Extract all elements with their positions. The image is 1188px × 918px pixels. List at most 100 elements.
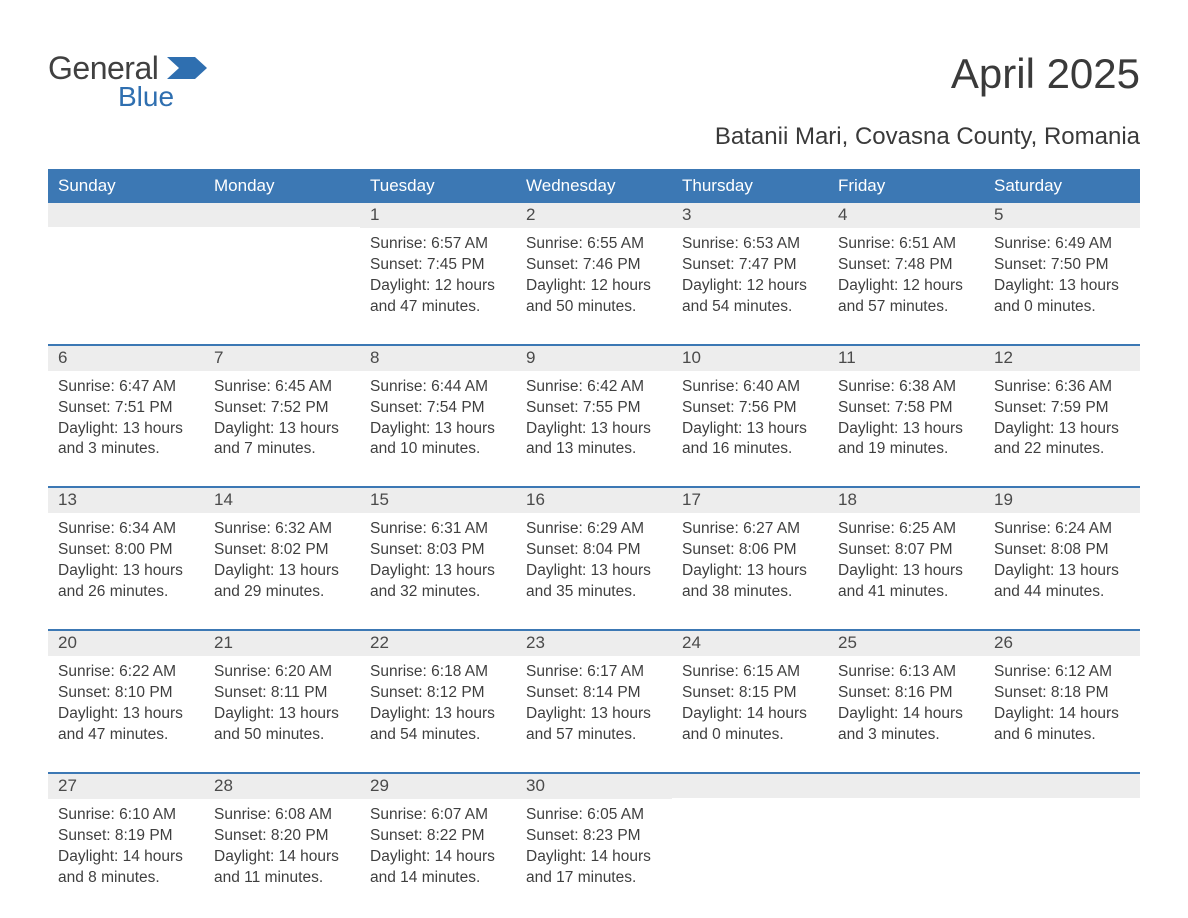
logo-word-blue: Blue <box>118 81 209 113</box>
daylight-text: Daylight: 13 hours and 13 minutes. <box>526 419 662 461</box>
daylight-text: Daylight: 13 hours and 57 minutes. <box>526 704 662 746</box>
day-details: Sunrise: 6:38 AMSunset: 7:58 PMDaylight:… <box>828 371 984 487</box>
sunset-text: Sunset: 7:52 PM <box>214 398 350 419</box>
day-details: Sunrise: 6:42 AMSunset: 7:55 PMDaylight:… <box>516 371 672 487</box>
daylight-text: Daylight: 13 hours and 54 minutes. <box>370 704 506 746</box>
day-details: Sunrise: 6:55 AMSunset: 7:46 PMDaylight:… <box>516 228 672 344</box>
day-number: 29 <box>360 774 516 799</box>
sunset-text: Sunset: 8:20 PM <box>214 826 350 847</box>
sunrise-text: Sunrise: 6:45 AM <box>214 377 350 398</box>
col-monday: Monday <box>204 169 360 203</box>
calendar-cell: 5Sunrise: 6:49 AMSunset: 7:50 PMDaylight… <box>984 203 1140 345</box>
daylight-text: Daylight: 13 hours and 19 minutes. <box>838 419 974 461</box>
calendar-cell <box>672 773 828 915</box>
sunset-text: Sunset: 7:46 PM <box>526 255 662 276</box>
day-details: Sunrise: 6:13 AMSunset: 8:16 PMDaylight:… <box>828 656 984 772</box>
day-details: Sunrise: 6:25 AMSunset: 8:07 PMDaylight:… <box>828 513 984 629</box>
sunrise-text: Sunrise: 6:36 AM <box>994 377 1130 398</box>
header-row: General Blue April 2025 <box>48 50 1140 113</box>
sunrise-text: Sunrise: 6:34 AM <box>58 519 194 540</box>
daylight-text: Daylight: 13 hours and 26 minutes. <box>58 561 194 603</box>
day-number: 24 <box>672 631 828 656</box>
sunrise-text: Sunrise: 6:51 AM <box>838 234 974 255</box>
col-saturday: Saturday <box>984 169 1140 203</box>
day-details: Sunrise: 6:07 AMSunset: 8:22 PMDaylight:… <box>360 799 516 915</box>
sunrise-text: Sunrise: 6:31 AM <box>370 519 506 540</box>
daylight-text: Daylight: 13 hours and 38 minutes. <box>682 561 818 603</box>
sunrise-text: Sunrise: 6:47 AM <box>58 377 194 398</box>
day-details: Sunrise: 6:15 AMSunset: 8:15 PMDaylight:… <box>672 656 828 772</box>
sunset-text: Sunset: 8:02 PM <box>214 540 350 561</box>
day-details <box>48 227 204 337</box>
calendar-cell: 25Sunrise: 6:13 AMSunset: 8:16 PMDayligh… <box>828 630 984 773</box>
col-thursday: Thursday <box>672 169 828 203</box>
daylight-text: Daylight: 14 hours and 11 minutes. <box>214 847 350 889</box>
calendar-cell: 28Sunrise: 6:08 AMSunset: 8:20 PMDayligh… <box>204 773 360 915</box>
daylight-text: Daylight: 12 hours and 50 minutes. <box>526 276 662 318</box>
day-details: Sunrise: 6:10 AMSunset: 8:19 PMDaylight:… <box>48 799 204 915</box>
calendar-cell <box>204 203 360 345</box>
day-details <box>984 798 1140 908</box>
calendar-cell: 13 Sunrise: 6:34 AMSunset: 8:00 PMDayligh… <box>48 487 204 630</box>
day-details: Sunrise: 6:49 AMSunset: 7:50 PMDaylight:… <box>984 228 1140 344</box>
daylight-text: Daylight: 13 hours and 3 minutes. <box>58 419 194 461</box>
calendar-cell: 17Sunrise: 6:27 AMSunset: 8:06 PMDayligh… <box>672 487 828 630</box>
daylight-text: Daylight: 13 hours and 16 minutes. <box>682 419 818 461</box>
sunrise-text: Sunrise: 6:29 AM <box>526 519 662 540</box>
sunset-text: Sunset: 8:00 PM <box>58 540 194 561</box>
day-details: Sunrise: 6:31 AMSunset: 8:03 PMDaylight:… <box>360 513 516 629</box>
day-number: 6 <box>48 346 204 371</box>
daylight-text: Daylight: 13 hours and 32 minutes. <box>370 561 506 603</box>
daylight-text: Daylight: 13 hours and 50 minutes. <box>214 704 350 746</box>
sunset-text: Sunset: 8:04 PM <box>526 540 662 561</box>
sunrise-text: Sunrise: 6:24 AM <box>994 519 1130 540</box>
sunset-text: Sunset: 8:18 PM <box>994 683 1130 704</box>
daylight-text: Daylight: 14 hours and 17 minutes. <box>526 847 662 889</box>
day-details: Sunrise: 6:44 AMSunset: 7:54 PMDaylight:… <box>360 371 516 487</box>
day-details: Sunrise: 6:53 AMSunset: 7:47 PMDaylight:… <box>672 228 828 344</box>
calendar-cell: 19Sunrise: 6:24 AMSunset: 8:08 PMDayligh… <box>984 487 1140 630</box>
day-details: Sunrise: 6:29 AMSunset: 8:04 PMDaylight:… <box>516 513 672 629</box>
calendar-cell: 4Sunrise: 6:51 AMSunset: 7:48 PMDaylight… <box>828 203 984 345</box>
day-number: 3 <box>672 203 828 228</box>
sunrise-text: Sunrise: 6:44 AM <box>370 377 506 398</box>
calendar-cell: 18Sunrise: 6:25 AMSunset: 8:07 PMDayligh… <box>828 487 984 630</box>
day-details: Sunrise: 6:08 AMSunset: 8:20 PMDaylight:… <box>204 799 360 915</box>
day-number: 20 <box>48 631 204 656</box>
sunset-text: Sunset: 8:14 PM <box>526 683 662 704</box>
calendar-cell: 7Sunrise: 6:45 AMSunset: 7:52 PMDaylight… <box>204 345 360 488</box>
sunset-text: Sunset: 7:47 PM <box>682 255 818 276</box>
calendar-week-row: 27Sunrise: 6:10 AMSunset: 8:19 PMDayligh… <box>48 773 1140 915</box>
page-title: April 2025 <box>951 50 1140 98</box>
daylight-text: Daylight: 13 hours and 44 minutes. <box>994 561 1130 603</box>
day-number: 7 <box>204 346 360 371</box>
sunrise-text: Sunrise: 6:12 AM <box>994 662 1130 683</box>
sunset-text: Sunset: 8:03 PM <box>370 540 506 561</box>
calendar-cell: 24Sunrise: 6:15 AMSunset: 8:15 PMDayligh… <box>672 630 828 773</box>
day-number: 28 <box>204 774 360 799</box>
day-details: Sunrise: 6:45 AMSunset: 7:52 PMDaylight:… <box>204 371 360 487</box>
sunset-text: Sunset: 8:16 PM <box>838 683 974 704</box>
sunset-text: Sunset: 8:06 PM <box>682 540 818 561</box>
daylight-text: Daylight: 13 hours and 35 minutes. <box>526 561 662 603</box>
calendar-cell <box>984 773 1140 915</box>
daylight-text: Daylight: 12 hours and 57 minutes. <box>838 276 974 318</box>
daylight-text: Daylight: 13 hours and 47 minutes. <box>58 704 194 746</box>
sunrise-text: Sunrise: 6:38 AM <box>838 377 974 398</box>
day-number: 30 <box>516 774 672 799</box>
sunset-text: Sunset: 8:11 PM <box>214 683 350 704</box>
day-details: Sunrise: 6:40 AMSunset: 7:56 PMDaylight:… <box>672 371 828 487</box>
day-number: 13 <box>48 488 204 513</box>
calendar-cell: 23Sunrise: 6:17 AMSunset: 8:14 PMDayligh… <box>516 630 672 773</box>
sunrise-text: Sunrise: 6:10 AM <box>58 805 194 826</box>
col-sunday: Sunday <box>48 169 204 203</box>
calendar-cell: 20Sunrise: 6:22 AMSunset: 8:10 PMDayligh… <box>48 630 204 773</box>
calendar-cell: 3Sunrise: 6:53 AMSunset: 7:47 PMDaylight… <box>672 203 828 345</box>
calendar-cell: 9Sunrise: 6:42 AMSunset: 7:55 PMDaylight… <box>516 345 672 488</box>
sunrise-text: Sunrise: 6:13 AM <box>838 662 974 683</box>
day-details: Sunrise: 6:36 AMSunset: 7:59 PMDaylight:… <box>984 371 1140 487</box>
sunset-text: Sunset: 8:07 PM <box>838 540 974 561</box>
sunset-text: Sunset: 7:50 PM <box>994 255 1130 276</box>
calendar-cell: 26Sunrise: 6:12 AMSunset: 8:18 PMDayligh… <box>984 630 1140 773</box>
day-details: Sunrise: 6:27 AMSunset: 8:06 PMDaylight:… <box>672 513 828 629</box>
